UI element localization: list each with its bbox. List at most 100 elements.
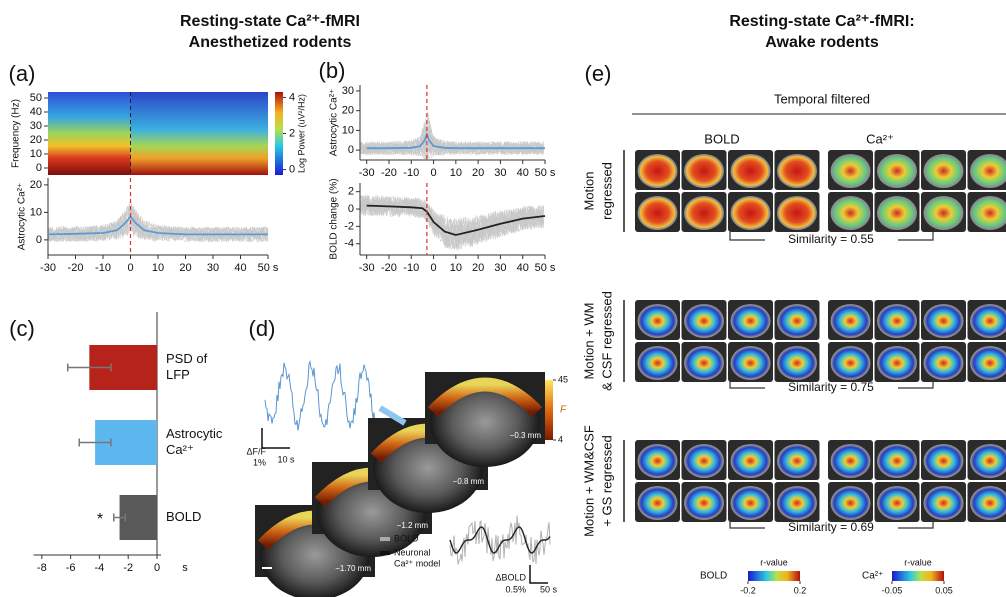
slice-label: −0.3 mm (510, 431, 542, 440)
colorbar-label: Log Power (uV²/Hz) (296, 94, 306, 173)
column-header: BOLD (704, 131, 739, 146)
y-tick-label: 0 (348, 144, 354, 156)
annotation: * (97, 511, 103, 528)
x-tick-label: -20 (68, 262, 84, 274)
category-label: Astrocytic (166, 426, 223, 441)
brain-map (731, 347, 770, 379)
colorbar-tick-label: 0.05 (935, 585, 953, 595)
x-tick-label: 10 (152, 262, 164, 274)
brain-map (924, 155, 963, 187)
brain-map (638, 347, 677, 379)
legend-label: Ca²⁺ model (394, 558, 440, 568)
brain-map (685, 445, 723, 477)
right-subtitle: Awake rodents (765, 34, 879, 51)
x-tick-label: -8 (37, 562, 47, 574)
scale-label: 0.5% (505, 584, 526, 594)
row-label: & CSF regressed (599, 291, 614, 391)
error-bar (113, 513, 127, 522)
y-tick-label: 20 (342, 105, 354, 117)
scale-label: 1% (253, 457, 266, 467)
trial-trace (47, 205, 269, 242)
brain-map (924, 487, 963, 519)
brain-map (685, 305, 723, 337)
colorbar-tick-label: 2 (289, 127, 295, 139)
x-tick-label: -20 (381, 167, 397, 179)
x-tick-label: 20 (472, 262, 484, 274)
y-tick-label: 10 (30, 148, 42, 160)
colorbar-tick-label: -0.05 (882, 585, 903, 595)
y-tick-label: 30 (342, 85, 354, 97)
column-header: Ca²⁺ (866, 131, 894, 146)
x-tick-label: -2 (123, 562, 133, 574)
scale-label: ΔF/F (246, 446, 266, 456)
brain-map (685, 487, 723, 519)
row-label: regressed (599, 162, 614, 220)
trial-trace (359, 135, 544, 156)
colorbar (275, 92, 283, 175)
brain-map (831, 155, 870, 187)
trial-trace (359, 195, 544, 249)
y-axis-label: Astrocytic Ca²⁺ (17, 183, 28, 251)
x-tick-label: 50 s (535, 262, 556, 274)
scale-bar (529, 565, 548, 584)
scale-bar (261, 428, 290, 449)
y-tick-label: -2 (344, 220, 354, 232)
y-axis-label: Frequency (Hz) (11, 99, 22, 168)
mean-line (366, 131, 545, 150)
x-tick-label: 30 (494, 167, 506, 179)
brain-map (878, 445, 916, 477)
y-tick-label: 2 (348, 186, 354, 198)
error-bar (66, 363, 112, 372)
x-tick-label: 10 (450, 262, 462, 274)
brain-map (638, 305, 677, 337)
row-label: Motion + WM&CSF (581, 425, 596, 537)
x-tick-label: 0 (430, 167, 436, 179)
x-tick-label: -30 (40, 262, 56, 274)
slice-label: −0.8 mm (453, 477, 485, 486)
brain-map (778, 305, 816, 337)
x-tick-label: -10 (403, 167, 419, 179)
colorbar-name: BOLD (700, 571, 727, 582)
brain-map (831, 305, 870, 337)
x-tick-label: 30 (494, 262, 506, 274)
brain-map (778, 347, 816, 379)
category-label: BOLD (166, 509, 201, 524)
x-axis-label: s (182, 562, 188, 574)
right-title: Resting-state Ca²⁺-fMRI: (729, 13, 914, 30)
brain-map (638, 445, 677, 477)
brain-map (778, 487, 816, 519)
y-tick-label: 30 (30, 120, 42, 132)
y-tick-label: -4 (344, 238, 354, 250)
brain-map (638, 197, 677, 229)
panel-label: (e) (585, 61, 612, 86)
y-axis-label: BOLD change (%) (329, 178, 340, 259)
x-tick-label: 30 (207, 262, 219, 274)
y-tick-label: 0 (36, 234, 42, 246)
category-label: Ca²⁺ (166, 442, 194, 457)
brain-map (638, 155, 677, 187)
brain-map (685, 347, 723, 379)
scale-label: 50 s (540, 584, 558, 594)
brain-map (971, 445, 1006, 477)
colorbar-tick-label: 0 (289, 163, 295, 175)
x-tick-label: 20 (472, 167, 484, 179)
brain-map (638, 487, 677, 519)
brain-map (878, 305, 916, 337)
y-tick-label: 50 (30, 92, 42, 104)
left-title: Resting-state Ca²⁺-fMRI (180, 13, 360, 30)
brain-map (878, 347, 916, 379)
panel-label: (d) (249, 316, 276, 341)
brain-map (778, 155, 816, 187)
trial-trace (359, 128, 544, 156)
similarity-bracket (729, 380, 934, 389)
colorbar-name: Ca²⁺ (862, 571, 883, 582)
brain-map (778, 197, 816, 229)
category-label: LFP (166, 367, 190, 382)
x-tick-label: 50 s (535, 167, 556, 179)
x-tick-label: 40 (234, 262, 246, 274)
colorbar-tick-label: 4 (289, 91, 295, 103)
colorbar-label: r-value (904, 557, 932, 567)
x-tick-label: -10 (403, 262, 419, 274)
y-tick-label: 0 (36, 162, 42, 174)
